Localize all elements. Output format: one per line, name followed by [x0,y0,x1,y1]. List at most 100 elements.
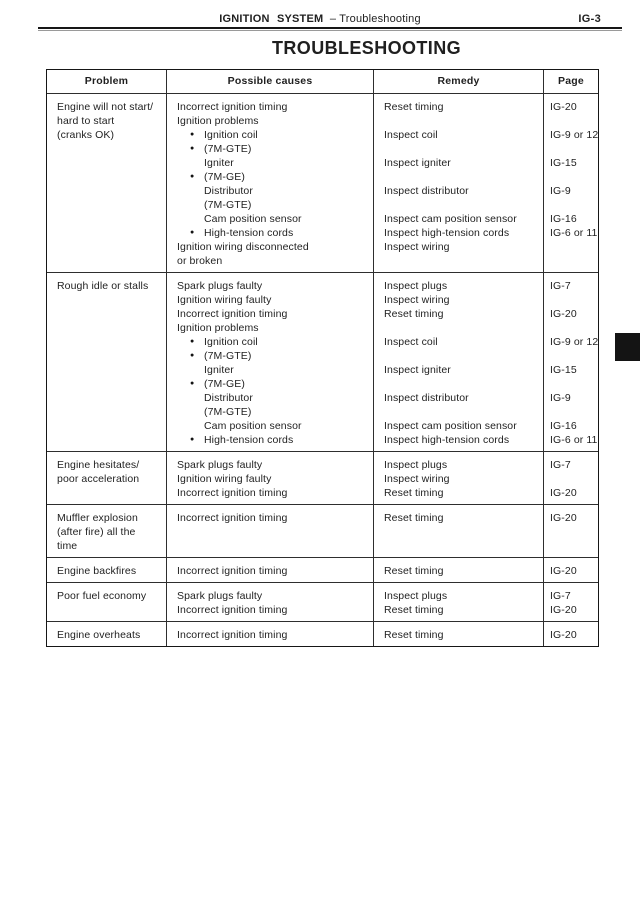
remedy-line [374,170,543,184]
page-cell: IG-20 [544,622,598,646]
causes-cell: Spark plugs faulty Incorrect ignition tim… [167,583,374,621]
column-header-page: Page [558,75,584,87]
cause-line: ● Ignition coil [167,335,373,349]
causes-cell: Incorrect ignition timing Ignition proble… [167,94,374,272]
header-rule-thick [38,27,622,29]
cause-text: Ignition problems [177,322,259,334]
remedy-line: Inspect high-tension cords [384,434,510,446]
problem-line: Rough idle or stalls [57,280,149,292]
problem-line: poor acceleration [57,473,140,485]
cause-text: (7M-GE) [204,378,245,390]
cause-text: Incorrect ignition timing [177,629,288,641]
causes-cell: Incorrect ignition timing [167,558,374,582]
cause-text: Spark plugs faulty [177,280,263,292]
cause-line: Ignition problems [167,321,373,335]
cause-line: Incorrect ignition timing [167,307,373,321]
table-row: Engine overheats Incorrect ignition timin… [47,621,598,646]
column-header-problem: Problem [47,70,167,93]
bullet-icon: ● [190,131,195,138]
cause-text: (7M-GTE) [204,406,252,418]
cause-line: Incorrect ignition timing [167,564,373,578]
remedy-line: Inspect high-tension cords [384,227,510,239]
page-cell: IG-7 IG-20 [544,452,598,504]
cause-text: or broken [177,255,223,267]
problem-line: (cranks OK) [57,129,115,141]
cause-text: Incorrect ignition timing [177,487,288,499]
remedy-line: Inspect wiring [384,473,450,485]
column-header-remedy: Remedy [374,70,544,93]
page-cell: IG-20 IG-9 or 12 IG-15 IG-9 IG-16 IG-6 or… [544,94,598,272]
bullet-icon: ● [190,338,195,345]
table-row: Poor fuel economy Spark plugs faulty Incor… [47,582,598,621]
problem-cell: Engine backfires [47,558,167,582]
remedy-line: Inspect igniter [384,364,451,376]
cause-text: Cam position sensor [204,213,302,225]
page-ref: IG-15 [550,364,577,376]
remedy-line [374,377,543,391]
cause-line: Incorrect ignition timing [167,603,373,617]
page-ref: IG-20 [550,512,577,524]
page-ref [544,405,598,419]
cause-text: Igniter [204,157,234,169]
remedy-cell: Reset timing [374,505,544,557]
cause-line: Incorrect ignition timing [167,511,373,525]
bullet-icon: ● [190,352,195,359]
page-ref [544,254,598,268]
cause-line: Igniter [167,363,373,377]
cause-line: (7M-GTE) [167,405,373,419]
remedy-line: Inspect igniter [384,157,451,169]
problem-line: Muffler explosion [57,512,138,524]
remedy-line: Inspect coil [384,336,438,348]
page-ref: IG-16 [550,420,577,432]
cause-line: ● High-tension cords [167,433,373,447]
problem-line: Engine will not start/ [57,101,154,113]
remedy-cell: Inspect plugs Reset timing [374,583,544,621]
cause-text: Ignition wiring faulty [177,473,272,485]
header-rule [38,27,622,31]
bullet-icon: ● [190,173,195,180]
page-ref: IG-9 [550,392,571,404]
problem-cell: Engine hesitates/poor acceleration [47,452,167,504]
page-ref [544,142,598,156]
remedy-line [374,142,543,156]
page-ref: IG-20 [550,101,577,113]
cause-line: Cam position sensor [167,419,373,433]
cause-text: Spark plugs faulty [177,459,263,471]
page-ref: IG-7 [550,280,571,292]
problem-cell: Engine will not start/hard to start (cran… [47,94,167,272]
remedy-line: Inspect plugs [384,280,448,292]
remedy-cell: Reset timing [374,622,544,646]
page-ref: IG-9 or 12 [550,336,599,348]
page-number: IG-3 [578,13,601,25]
remedy-line: Reset timing [384,101,444,113]
page-ref: IG-9 [550,185,571,197]
page-cell: IG-7 IG-20 IG-9 or 12 IG-15 IG-9 IG-16 IG… [544,273,598,451]
causes-cell: Spark plugs faulty Ignition wiring faulty… [167,273,374,451]
page-ref: IG-20 [550,629,577,641]
page-cell: IG-20 [544,558,598,582]
remedy-cell: Reset timing Inspect coil Inspect ignite… [374,94,544,272]
remedy-line: Inspect cam position sensor [384,213,517,225]
remedy-line: Reset timing [384,487,444,499]
cause-line: Cam position sensor [167,212,373,226]
cause-text: (7M-GTE) [204,350,252,362]
column-header-possible-causes: Possible causes [167,70,374,93]
causes-cell: Spark plugs faulty Ignition wiring faulty… [167,452,374,504]
causes-cell: Incorrect ignition timing [167,505,374,557]
header-rule-thin [38,30,622,31]
problem-line: Engine overheats [57,629,141,641]
cause-line: ● High-tension cords [167,226,373,240]
cause-text: Ignition wiring faulty [177,294,272,306]
problem-cell: Muffler explosion (after fire) all the tim… [47,505,167,557]
remedy-line: Inspect plugs [384,459,448,471]
cause-text: Igniter [204,364,234,376]
page-ref: IG-9 or 12 [550,129,599,141]
page-ref: IG-6 or 11 [550,434,598,446]
troubleshooting-table: Problem Possible causes Remedy Page Engi… [46,69,599,647]
page-ref: IG-6 or 11 [550,227,598,239]
bullet-icon: ● [190,436,195,443]
cause-line: Incorrect ignition timing [167,486,373,500]
remedy-line: Inspect cam position sensor [384,420,517,432]
cause-text: (7M-GE) [204,171,245,183]
